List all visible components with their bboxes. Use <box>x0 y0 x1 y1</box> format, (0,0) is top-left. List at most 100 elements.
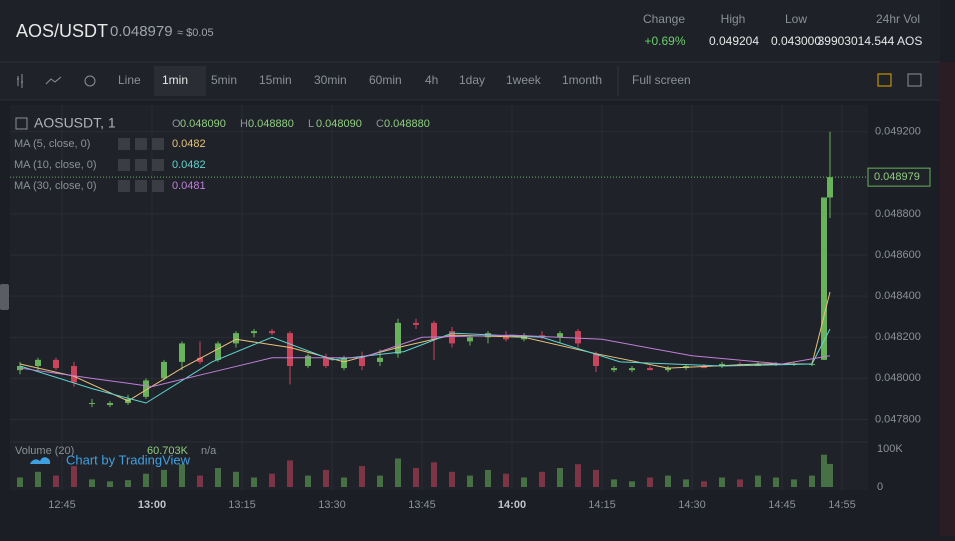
candle-body <box>575 331 581 344</box>
volume-bar <box>71 466 77 487</box>
tab[interactable]: 1month <box>562 73 602 87</box>
tab[interactable]: 15min <box>259 73 292 87</box>
tab[interactable]: 4h <box>425 73 438 87</box>
ma-control[interactable] <box>152 159 164 171</box>
fullscreen[interactable]: Full screen <box>632 73 691 87</box>
y-tick-label: 0.048400 <box>875 290 921 302</box>
candle-body <box>35 359 41 367</box>
candle-body <box>269 331 275 334</box>
candle-body <box>161 361 167 379</box>
symbol: AOSUSDT, 1 <box>34 115 116 131</box>
volume-bar <box>323 469 329 487</box>
line-icon[interactable] <box>45 76 62 85</box>
candle-body <box>179 343 185 362</box>
volume-bar <box>611 479 617 487</box>
ma-control[interactable] <box>118 159 130 171</box>
candle-body <box>557 333 563 338</box>
candle-body <box>395 322 401 354</box>
y-tick-label: 0.049200 <box>875 126 921 138</box>
x-tick-label: 12:45 <box>48 499 76 511</box>
volume-bar <box>701 481 707 487</box>
ma-line <box>19 291 831 402</box>
x-tick-label: 14:30 <box>678 499 706 511</box>
candle-body <box>305 355 311 367</box>
candle-body <box>251 331 257 334</box>
plot: 0.047800 0.048000 0.048200 0.048400 0.048600… <box>10 105 931 511</box>
bars-icon[interactable] <box>877 73 892 87</box>
volume-bar <box>287 460 293 487</box>
ma-control[interactable] <box>135 138 147 150</box>
price: 0.048979 <box>110 23 173 40</box>
candle-body <box>431 322 437 340</box>
x-tick-label: 14:55 <box>828 499 856 511</box>
ohlc-value: 0.048880 <box>384 118 430 130</box>
volume-bar <box>413 468 419 487</box>
settings-icon[interactable] <box>84 75 96 87</box>
tab[interactable]: 30min <box>314 73 347 87</box>
candle-body <box>701 366 707 369</box>
collapse-icon[interactable] <box>15 117 28 130</box>
ohlc-key: L <box>308 118 314 130</box>
volume-ma: n/a <box>201 445 217 457</box>
stats: Change +0.69% High 0.049204 Low 0.043000 24hr … <box>643 12 922 48</box>
volume-bar <box>197 475 203 487</box>
tab[interactable]: 1min <box>162 73 188 87</box>
volume-bar <box>773 477 779 487</box>
ma-control[interactable] <box>152 180 164 192</box>
tab[interactable]: 5min <box>211 73 237 87</box>
candle-body <box>53 359 59 369</box>
volume-bar <box>341 477 347 487</box>
candle-body <box>341 357 347 369</box>
ma-last: 0.0482 <box>172 159 206 171</box>
ma-control[interactable] <box>118 138 130 150</box>
volume-bar <box>251 477 257 487</box>
x-tick-label: 13:15 <box>228 499 256 511</box>
ma-name: MA (30, close, 0) <box>14 180 97 192</box>
tab[interactable]: 1week <box>506 73 542 87</box>
tab[interactable]: Line <box>118 73 141 87</box>
ma-control[interactable] <box>152 138 164 150</box>
candle-body <box>89 403 95 405</box>
volume-bar <box>683 479 689 487</box>
candle-body <box>719 363 725 367</box>
volume-title: Volume (20) <box>15 445 74 457</box>
y-tick-label: 0.048200 <box>875 331 921 343</box>
volume-bar <box>503 473 509 487</box>
volume-bar <box>305 475 311 487</box>
ma-control[interactable] <box>135 159 147 171</box>
candle-body <box>467 337 473 342</box>
ma-last: 0.0482 <box>172 138 206 150</box>
candle-body <box>377 357 383 362</box>
tab[interactable]: 60min <box>369 73 402 87</box>
candle-icon[interactable] <box>17 74 23 88</box>
credit[interactable]: Chart by TradingView <box>66 452 191 467</box>
volume-bar <box>719 477 725 487</box>
volume-bar <box>449 471 455 487</box>
volume-bar <box>791 479 797 487</box>
candle-body <box>233 333 239 344</box>
stat-value: 0.043000 <box>771 34 821 48</box>
side-toggle[interactable] <box>0 284 9 310</box>
ma-last: 0.0481 <box>172 180 206 192</box>
volume-bar <box>647 477 653 487</box>
footer <box>0 520 940 536</box>
ma-control[interactable] <box>118 180 130 192</box>
ohlc-key: O <box>172 118 181 130</box>
volume-bar <box>593 469 599 487</box>
area-icon[interactable] <box>907 73 922 87</box>
volume-bar <box>467 475 473 487</box>
volume-bar <box>161 469 167 487</box>
volume-bar <box>521 477 527 487</box>
ma-control[interactable] <box>135 180 147 192</box>
ma-name: MA (10, close, 0) <box>14 159 97 171</box>
ma-line <box>19 334 831 388</box>
volume-bar <box>665 475 671 487</box>
volume-bar <box>431 462 437 487</box>
stat-label: High <box>721 12 746 26</box>
candle-body <box>359 357 365 367</box>
tab[interactable]: 1day <box>459 73 485 87</box>
x-tick-label: 14:15 <box>588 499 616 511</box>
volume-bar <box>377 475 383 487</box>
